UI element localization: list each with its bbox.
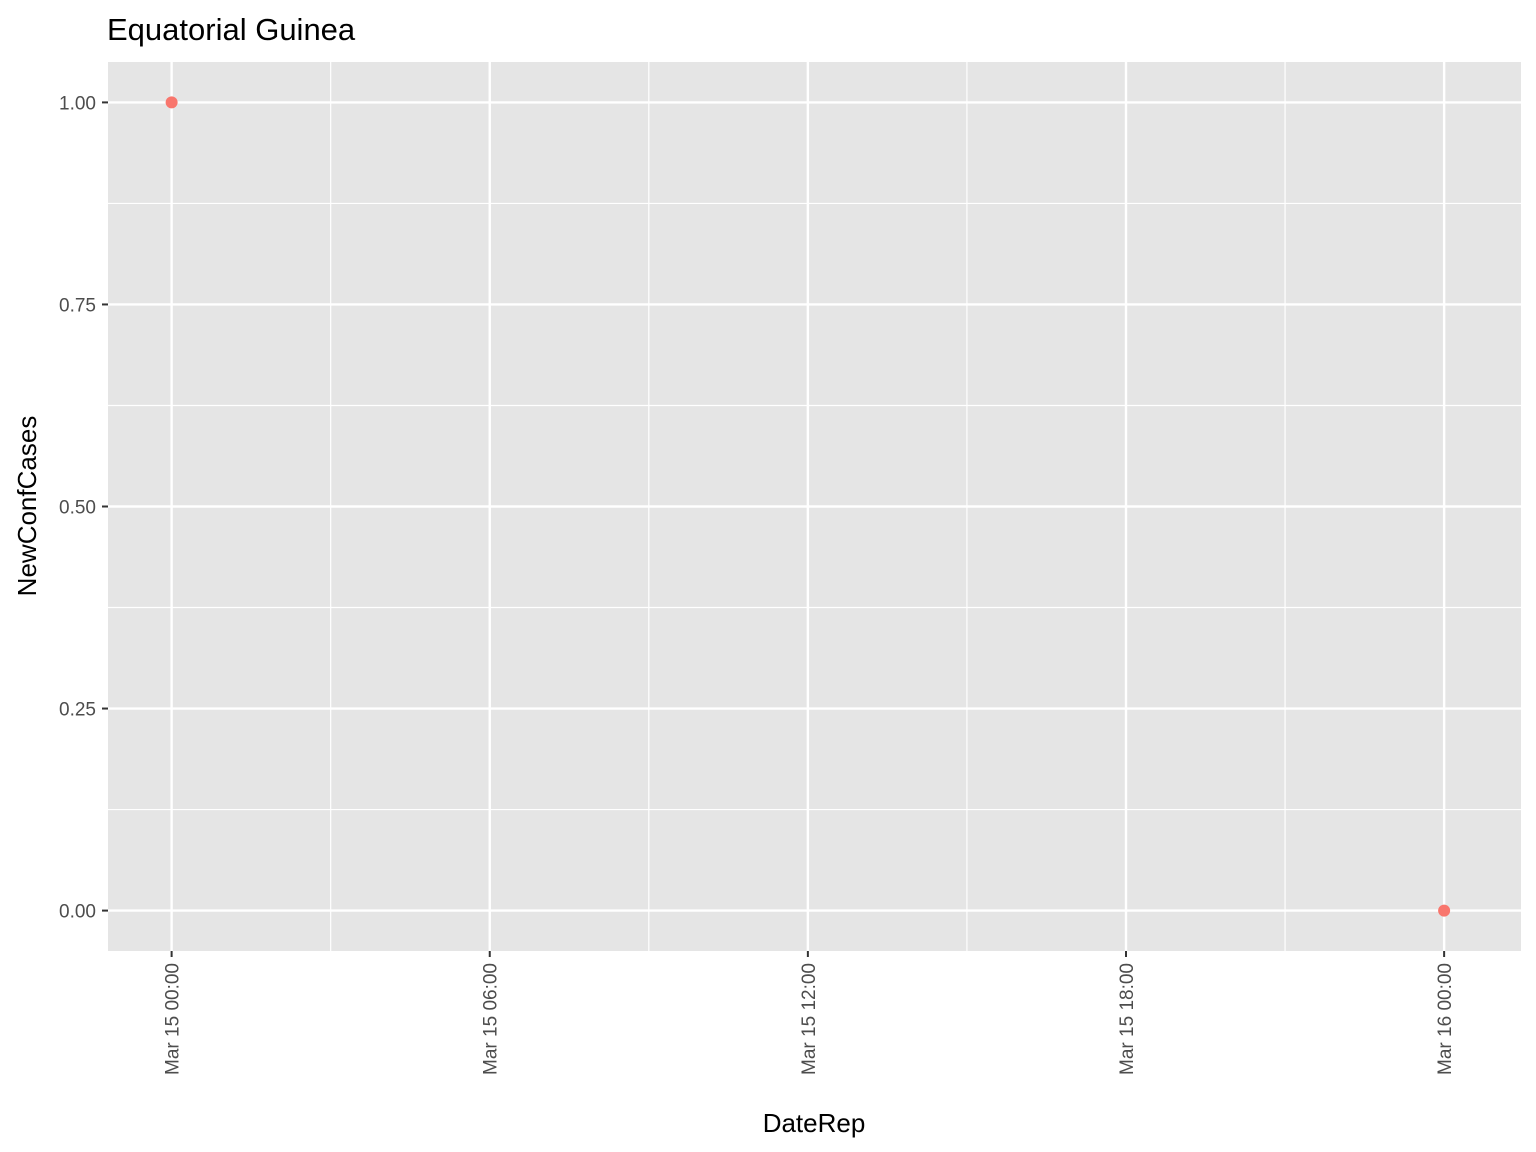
x-axis-title: DateRep (763, 1108, 866, 1138)
y-tick-label: 0.25 (59, 700, 96, 721)
y-tick-label: 0.50 (59, 498, 96, 519)
x-tick-label: Mar 15 12:00 (799, 963, 820, 1075)
data-points (165, 96, 1451, 917)
y-axis: 0.00 0.25 0.50 0.75 1.00 (59, 93, 108, 923)
y-tick-label: 0.75 (59, 295, 96, 316)
x-tick-label: Mar 15 06:00 (481, 963, 502, 1075)
y-tick-label: 0.00 (59, 902, 96, 923)
grid-major (108, 62, 1521, 951)
x-tick-label: Mar 16 00:00 (1435, 963, 1456, 1075)
x-axis: Mar 15 00:00 Mar 15 06:00 Mar 15 12:00 Mar … (163, 951, 1456, 1075)
data-point (165, 96, 178, 109)
y-axis-title: NewConfCases (12, 416, 42, 597)
data-point (1438, 904, 1451, 917)
x-tick-label: Mar 15 18:00 (1117, 963, 1138, 1075)
y-tick-label: 1.00 (59, 93, 96, 114)
x-tick-label: Mar 15 00:00 (163, 963, 184, 1075)
chart-title: Equatorial Guinea (107, 12, 356, 47)
